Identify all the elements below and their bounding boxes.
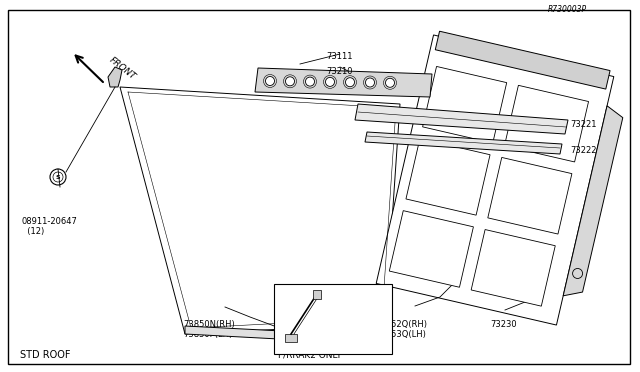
Circle shape: [266, 77, 275, 86]
Text: 7315BP: 7315BP: [282, 322, 314, 331]
Text: 73210: 73210: [327, 67, 353, 76]
Polygon shape: [406, 138, 490, 215]
Text: FRONT: FRONT: [108, 56, 138, 82]
Polygon shape: [108, 67, 122, 87]
Text: F/RRAK2 ONLY: F/RRAK2 ONLY: [278, 350, 342, 359]
Polygon shape: [120, 87, 400, 334]
Polygon shape: [435, 31, 610, 89]
Circle shape: [305, 77, 314, 86]
Text: 73111: 73111: [327, 52, 353, 61]
Text: 73850N(RH)
73850P(LH): 73850N(RH) 73850P(LH): [183, 320, 235, 339]
Polygon shape: [471, 230, 556, 306]
Text: 73222P: 73222P: [570, 145, 602, 154]
Circle shape: [285, 77, 294, 86]
Polygon shape: [389, 211, 474, 287]
Text: 08911-20647
  (12): 08911-20647 (12): [22, 217, 78, 236]
Polygon shape: [285, 334, 297, 342]
Text: 73230: 73230: [490, 320, 516, 329]
Text: R730003P: R730003P: [548, 5, 587, 14]
Polygon shape: [422, 67, 507, 143]
Text: 73852Q(RH)
73853Q(LH): 73852Q(RH) 73853Q(LH): [375, 320, 427, 339]
Polygon shape: [313, 290, 321, 299]
Circle shape: [365, 78, 374, 87]
Bar: [274, 284, 392, 354]
Polygon shape: [255, 68, 432, 97]
Polygon shape: [355, 104, 568, 134]
Circle shape: [326, 77, 335, 86]
Text: S: S: [56, 174, 60, 180]
Polygon shape: [365, 132, 562, 154]
Polygon shape: [504, 85, 589, 162]
Circle shape: [346, 78, 355, 87]
Polygon shape: [185, 326, 360, 347]
Text: STD ROOF: STD ROOF: [20, 350, 70, 360]
Text: 73221: 73221: [570, 119, 596, 128]
Circle shape: [385, 78, 394, 87]
Polygon shape: [488, 157, 572, 234]
Polygon shape: [563, 106, 623, 296]
Polygon shape: [376, 35, 614, 325]
